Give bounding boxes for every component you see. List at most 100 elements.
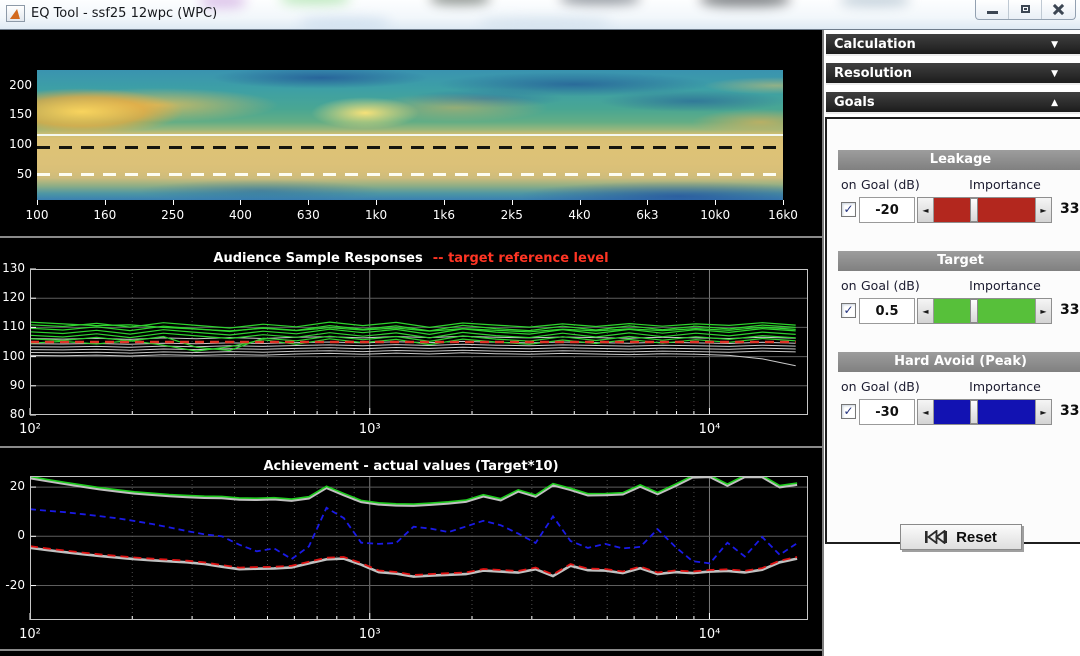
spectrogram-y-tick: 150 — [9, 106, 32, 121]
y-axis-tick: 120 — [2, 290, 25, 305]
slider-right-arrow[interactable]: ► — [1035, 400, 1051, 424]
slider-thumb[interactable] — [970, 198, 979, 222]
series-green — [30, 476, 798, 507]
background-blur — [200, 0, 246, 8]
series-green-3 — [30, 331, 796, 340]
spectrogram-x-tick: 4k0 — [568, 208, 591, 222]
on-checkbox[interactable]: ✓ — [841, 202, 856, 217]
title-bar: EQ Tool - ssf25 12wpc (WPC) — [0, 0, 1080, 30]
tick-mark — [647, 200, 649, 205]
goal-section-title: Target — [838, 251, 1080, 271]
importance-slider[interactable]: ◄ ► — [917, 399, 1052, 425]
slider-right-arrow[interactable]: ► — [1035, 299, 1051, 323]
tick-mark — [376, 200, 378, 205]
restore-icon — [1021, 5, 1030, 13]
audience-response-chart — [29, 268, 808, 416]
spectrogram-y-tick: 200 — [9, 77, 32, 92]
slider-thumb[interactable] — [970, 400, 979, 424]
control-panel: Calculation ▼ ? Resolution ▼ ? Goals ▲ ?… — [822, 30, 1080, 656]
on-label: on — [841, 177, 857, 192]
spectrogram-x-tick: 6k3 — [636, 208, 659, 222]
series-gray-1 — [30, 352, 796, 367]
achievement-panel: Achievement - actual values (Target*10) … — [0, 448, 822, 656]
accordion-resolution[interactable]: Resolution ▼ ? — [826, 63, 1080, 85]
y-axis-tick: 130 — [2, 261, 25, 275]
series-gray-3 — [30, 346, 796, 351]
y-axis-tick: 90 — [9, 377, 25, 392]
slider-track[interactable] — [934, 299, 1035, 323]
goal-db-label: Goal (dB) — [861, 278, 920, 293]
slider-left-arrow[interactable]: ◄ — [918, 299, 934, 323]
series-gray-6 — [30, 335, 796, 340]
app-icon — [6, 5, 25, 22]
x-axis-tick: 10² — [19, 627, 41, 642]
goal-section-leakage: Leakage on Goal (dB) Importance ✓ ◄ ► 33 — [838, 150, 1080, 246]
reference-line-dashed — [37, 172, 783, 176]
tick-mark — [308, 200, 310, 205]
goal-db-input[interactable] — [859, 399, 915, 425]
accordion-goals[interactable]: Goals ▲ ? — [826, 92, 1080, 114]
x-axis-tick: 10³ — [358, 627, 381, 642]
importance-slider[interactable]: ◄ ► — [917, 298, 1052, 324]
goal-section-title: Hard Avoid (Peak) — [838, 352, 1080, 372]
slider-right-arrow[interactable]: ► — [1035, 198, 1051, 222]
goal-db-input[interactable] — [859, 298, 915, 324]
tick-mark — [715, 200, 717, 205]
series-blue — [30, 506, 798, 565]
reference-line-dashed — [37, 146, 783, 150]
tick-mark — [172, 200, 174, 205]
chart-title: Achievement - actual values (Target*10) — [0, 459, 822, 474]
series-green-7 — [30, 321, 796, 333]
spectrogram-x-tick: 100 — [25, 208, 49, 222]
background-blur — [560, 0, 640, 4]
spectrogram-panel: 200 150 100 50 100 160 250 400 630 1k0 1k6 2k5 4k0 6k… — [0, 30, 822, 238]
reference-line-solid — [37, 133, 783, 136]
background-blur — [430, 0, 490, 4]
y-axis-tick: 80 — [9, 407, 25, 421]
close-button[interactable] — [1042, 0, 1075, 19]
on-checkbox[interactable]: ✓ — [841, 303, 856, 318]
tick-mark — [240, 200, 242, 205]
goal-section-hard-avoid: Hard Avoid (Peak) on Goal (dB) Importanc… — [838, 352, 1080, 448]
slider-track[interactable] — [934, 198, 1035, 222]
goals-content: Leakage on Goal (dB) Importance ✓ ◄ ► 33 — [825, 117, 1080, 550]
slider-track[interactable] — [934, 400, 1035, 424]
minimize-icon — [987, 11, 998, 14]
rewind-icon — [925, 530, 948, 544]
series-green-4 — [30, 327, 796, 336]
series-green — [30, 476, 798, 505]
slider-left-arrow[interactable]: ◄ — [918, 400, 934, 424]
series-green-2 — [30, 334, 796, 352]
x-axis-tick: 10³ — [358, 422, 381, 437]
series-red — [30, 546, 798, 578]
slider-thumb[interactable] — [970, 299, 979, 323]
slider-left-arrow[interactable]: ◄ — [918, 198, 934, 222]
tick-mark — [511, 200, 513, 205]
achievement-chart-title: Achievement - actual values (Target*10) — [263, 459, 559, 474]
minimize-button[interactable] — [976, 0, 1009, 19]
on-checkbox[interactable]: ✓ — [841, 404, 856, 419]
restore-button[interactable] — [1009, 0, 1042, 19]
window-controls — [975, 0, 1076, 20]
spectrogram-x-tick: 160 — [93, 208, 117, 222]
importance-value: 33 — [1060, 302, 1080, 318]
tick-mark — [104, 200, 106, 205]
chevron-down-icon: ▼ — [1051, 40, 1058, 50]
spectrogram-x-tick: 2k5 — [500, 208, 523, 222]
importance-slider[interactable]: ◄ ► — [917, 197, 1052, 223]
importance-label: Importance — [969, 177, 1041, 192]
background-blur — [480, 18, 610, 28]
goal-db-input[interactable] — [859, 197, 915, 223]
tick-mark — [37, 200, 38, 205]
x-axis-tick: 10⁴ — [698, 422, 721, 437]
accordion-calculation[interactable]: Calculation ▼ ? — [826, 34, 1080, 56]
series-gray-2 — [30, 349, 796, 354]
audience-chart-title: Audience Sample Responses — [213, 251, 423, 266]
spectrogram-heatmap — [37, 70, 783, 200]
series-red — [30, 545, 798, 576]
importance-label: Importance — [969, 379, 1041, 394]
on-label: on — [841, 379, 857, 394]
y-axis-tick: 110 — [2, 319, 25, 334]
reset-button[interactable]: Reset — [900, 524, 1022, 550]
